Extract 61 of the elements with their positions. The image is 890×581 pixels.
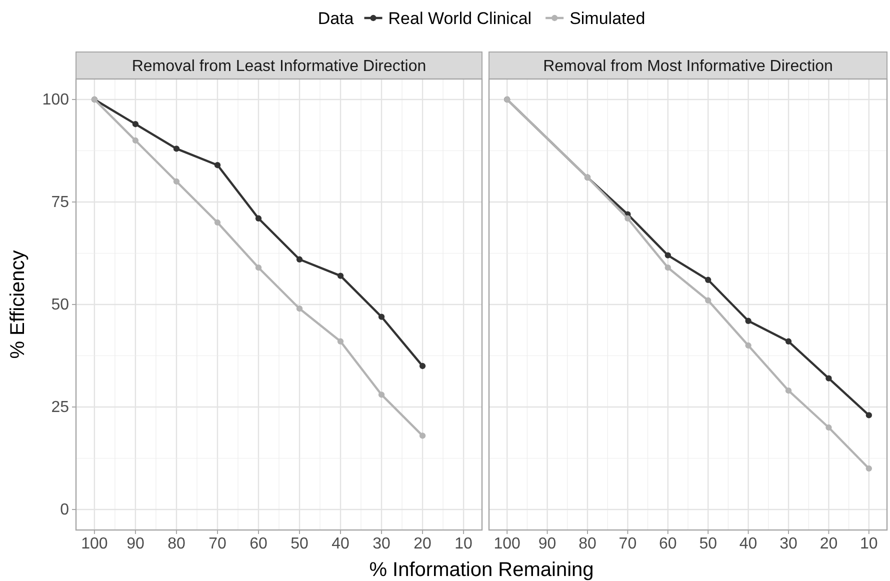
point (664, 252, 671, 258)
x-tick-label: 60 (250, 535, 268, 552)
y-tick-label: 100 (42, 92, 70, 109)
x-tick-label: 20 (414, 535, 432, 552)
point (255, 215, 262, 222)
x-tick-label: 30 (372, 535, 391, 552)
x-tick-label: 80 (578, 535, 596, 552)
point (255, 264, 262, 271)
point (826, 424, 832, 431)
point (826, 375, 832, 382)
point (419, 432, 426, 439)
chart-title: Removal from Most Informative Direction (543, 58, 833, 75)
x-tick-label: 80 (168, 535, 186, 552)
x-tick-label: 90 (126, 535, 144, 552)
x-tick-label: 50 (290, 535, 309, 552)
point (132, 137, 139, 144)
point (664, 264, 671, 271)
x-tick-label: 100 (81, 535, 108, 552)
point (214, 219, 221, 226)
x-tick-label: 90 (538, 535, 556, 552)
y-tick-label: 50 (51, 296, 70, 314)
y-tick-label: 25 (51, 399, 70, 416)
point (296, 306, 303, 312)
y-tick-label: 0 (60, 502, 70, 519)
point (866, 412, 872, 418)
x-tick-label: 10 (454, 535, 473, 552)
point (785, 388, 792, 394)
point (419, 362, 426, 370)
x-tick-label: 30 (780, 535, 798, 552)
chart-title: Removal from Least Informative Direction (132, 58, 426, 75)
x-tick-label: 40 (739, 535, 758, 552)
legend-title: Data (318, 9, 354, 28)
x-tick-label: 20 (820, 535, 838, 552)
point (705, 297, 712, 304)
point (378, 314, 385, 320)
point (296, 256, 303, 262)
point (624, 215, 631, 222)
x-tick-label: 70 (208, 535, 226, 552)
x-tick-label: 40 (332, 535, 350, 552)
point (745, 342, 752, 349)
legend-label: Simulated (570, 9, 646, 28)
y-tick-label: 75 (51, 194, 70, 212)
point (866, 465, 872, 472)
x-tick-label: 70 (618, 535, 637, 552)
point (337, 272, 344, 279)
point (705, 276, 712, 283)
point (132, 121, 139, 128)
x-tick-label: 60 (659, 535, 677, 552)
x-tick-label: 100 (494, 535, 521, 552)
x-tick-label: 50 (699, 535, 718, 552)
x-tick-label: 10 (860, 535, 878, 552)
y-axis-title: % Efficiency (7, 250, 29, 359)
x-axis-title: % Information Remaining (369, 559, 594, 581)
point (173, 146, 180, 152)
point (337, 338, 344, 344)
point (785, 338, 792, 344)
point (173, 178, 180, 185)
point (378, 392, 385, 398)
point (745, 318, 752, 324)
point (214, 162, 221, 168)
legend-label: Real World Clinical (388, 9, 532, 28)
